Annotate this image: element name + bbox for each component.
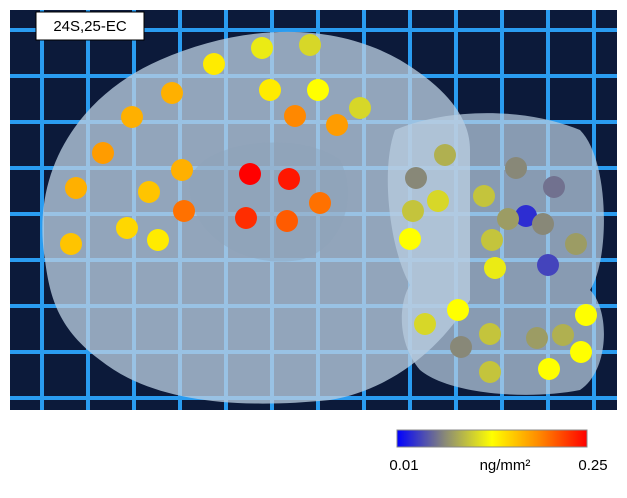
- spot: [473, 185, 495, 207]
- spot: [515, 205, 537, 227]
- spot: [65, 177, 87, 199]
- spot: [276, 210, 298, 232]
- spot: [399, 228, 421, 250]
- spot: [447, 299, 469, 321]
- image-label: 24S,25-EC: [53, 18, 127, 35]
- spot: [526, 327, 548, 349]
- spot: [307, 79, 329, 101]
- spot: [484, 257, 506, 279]
- spot: [575, 304, 597, 326]
- spot: [497, 208, 519, 230]
- spot: [414, 313, 436, 335]
- colorbar-max: 0.25: [578, 457, 607, 474]
- spot: [284, 105, 306, 127]
- spot: [239, 163, 261, 185]
- spot: [532, 213, 554, 235]
- spot: [434, 144, 456, 166]
- spot: [565, 233, 587, 255]
- spot: [537, 254, 559, 276]
- spot: [138, 181, 160, 203]
- spot: [479, 323, 501, 345]
- spot: [173, 200, 195, 222]
- spot: [505, 157, 527, 179]
- spot: [147, 229, 169, 251]
- spot: [116, 217, 138, 239]
- spot: [349, 97, 371, 119]
- spot: [570, 341, 592, 363]
- spot: [552, 324, 574, 346]
- spots: [60, 34, 597, 383]
- spot: [543, 176, 565, 198]
- spot: [402, 200, 424, 222]
- spot: [171, 159, 193, 181]
- colorbar-unit: ng/mm²: [480, 457, 531, 474]
- spot: [538, 358, 560, 380]
- spot: [278, 168, 300, 190]
- label-box: [35, 11, 145, 41]
- colorbar-min: 0.01: [389, 457, 418, 474]
- spot: [161, 82, 183, 104]
- spot: [92, 142, 114, 164]
- spot: [309, 192, 331, 214]
- spot: [251, 37, 273, 59]
- spot: [121, 106, 143, 128]
- spot: [405, 167, 427, 189]
- colorbar: [396, 429, 588, 448]
- spot: [60, 233, 82, 255]
- spot: [427, 190, 449, 212]
- spot: [326, 114, 348, 136]
- spot: [203, 53, 225, 75]
- spot: [450, 336, 472, 358]
- spot: [479, 361, 501, 383]
- spot: [259, 79, 281, 101]
- spot: [299, 34, 321, 56]
- spot: [481, 229, 503, 251]
- spot: [235, 207, 257, 229]
